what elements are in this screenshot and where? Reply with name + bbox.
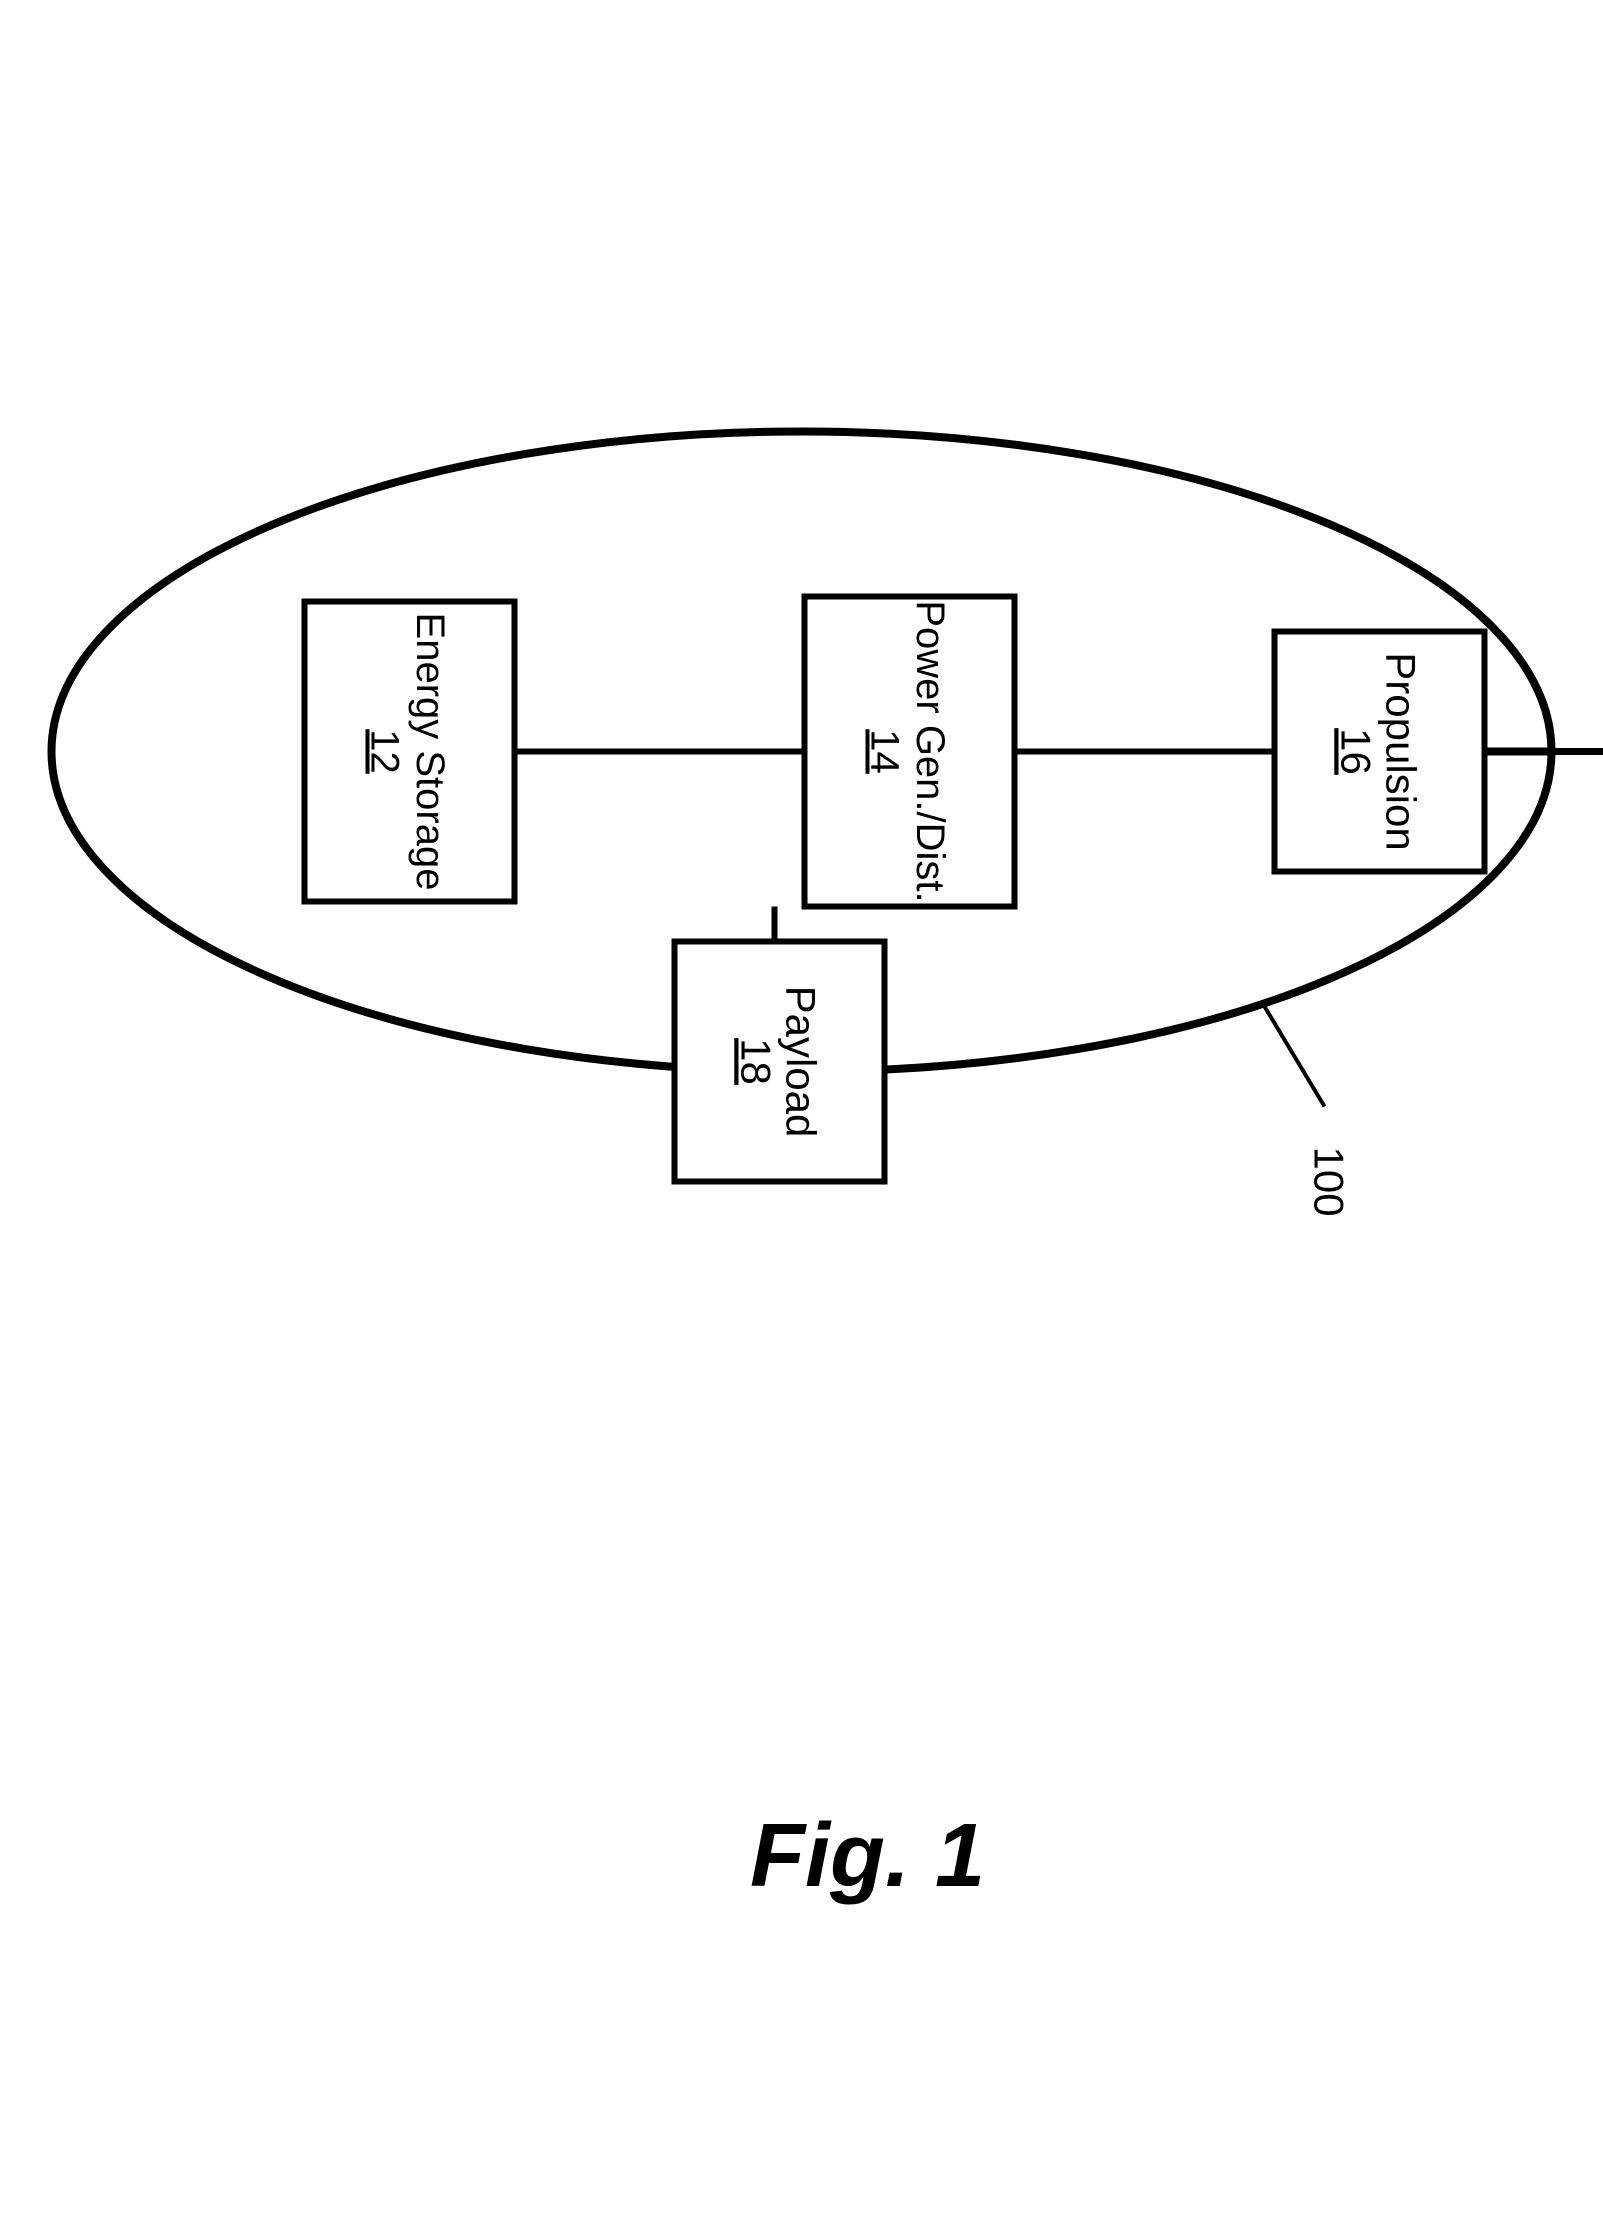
energy-number: 12	[363, 729, 407, 774]
payload-label: Payload	[777, 986, 824, 1138]
figure-label: Fig. 1	[750, 1806, 985, 1906]
payload-number: 18	[733, 1038, 780, 1085]
diagram-svg: Propulsion16 Power Gen./Dist.14 Energy Sto…	[0, 0, 1603, 2226]
power-number: 14	[863, 729, 907, 774]
propulsion-label: Propulsion	[1377, 652, 1424, 850]
power-label: Power Gen./Dist.	[908, 600, 952, 902]
ref-label-100: 100	[1306, 1147, 1353, 1217]
energy-label: Energy Storage	[408, 613, 452, 891]
propulsion-number: 16	[1333, 728, 1380, 775]
ref-leader	[1265, 1007, 1325, 1107]
